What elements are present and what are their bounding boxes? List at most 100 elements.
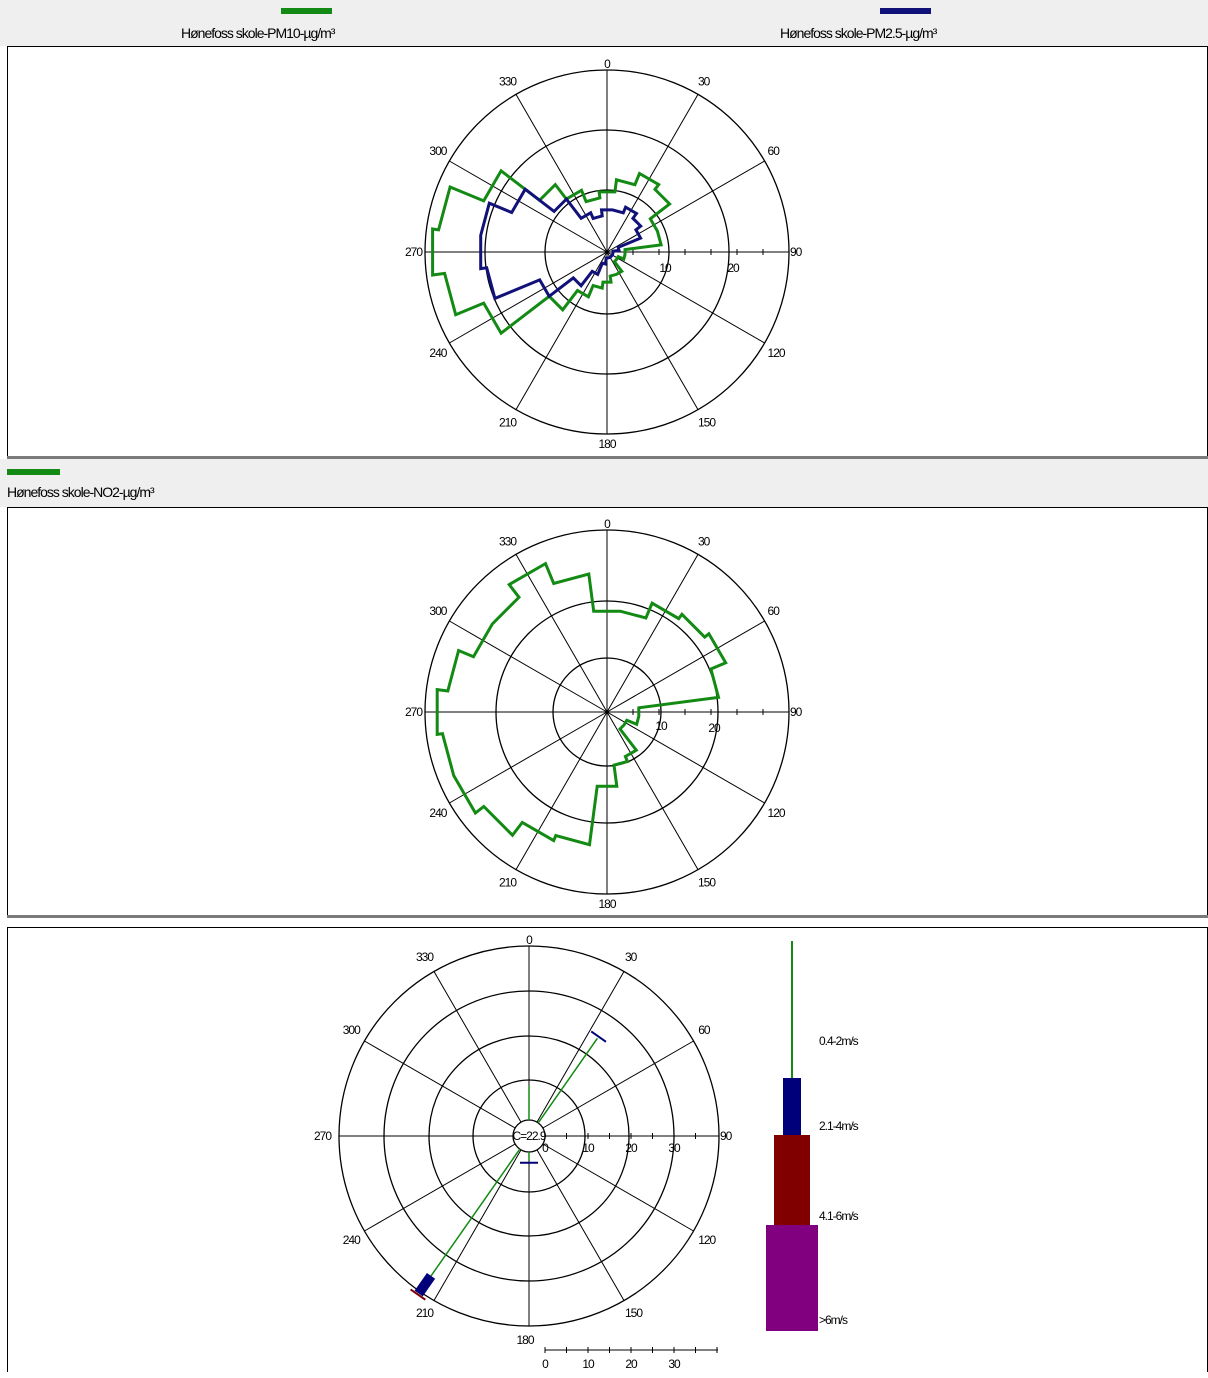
angle-tick-label: 330: [499, 74, 517, 88]
angle-tick-label: 0: [604, 57, 611, 71]
spoke-line: [606, 554, 699, 713]
radial-tick-label: 20: [708, 721, 721, 735]
wind-rose-panel: 0 30 60 90 120 150 180 210 240 270 300 330 0 10 20 30 C=…: [7, 927, 1208, 1372]
legend-swatch-no2: [7, 469, 60, 475]
spoke-line: [542, 1143, 694, 1232]
angle-tick-label: 90: [720, 1129, 733, 1143]
spoke-line: [433, 1149, 522, 1301]
polar-chart-panel-no2: 0 30 60 90 120 150 180 210 240 270 300 330 10 20: [7, 507, 1208, 916]
angle-tick-label: 150: [698, 876, 716, 890]
angle-tick-label: 150: [698, 416, 716, 430]
legend-label-pm10: Hønefoss skole-PM10-µg/m³: [181, 25, 335, 41]
angle-tick-label: 60: [768, 604, 781, 618]
angle-tick-label: 30: [625, 950, 638, 964]
radial-tick-label: 30: [668, 1141, 681, 1155]
polar-chart-pm: 0 30 60 90 120 150 180 210 240 270 300 330 10 20: [405, 57, 804, 451]
angle-tick-label: 30: [698, 74, 711, 88]
legend-label-no2: Hønefoss skole-NO2-µg/m³: [7, 484, 155, 500]
polar-chart-panel-pm: 0 30 60 90 120 150 180 210 240 270 300 330 10 20: [7, 46, 1208, 457]
spoke-line: [606, 711, 699, 870]
speed-legend-swatch: [791, 941, 793, 1078]
angle-tick-label: 90: [790, 705, 803, 719]
scale-bar-label: 30: [668, 1357, 681, 1371]
angle-tick-label: 240: [429, 346, 447, 360]
angle-tick-label: 330: [499, 534, 517, 548]
wind-segment: [590, 1030, 607, 1043]
angle-tick-label: 270: [405, 245, 423, 259]
legend-swatch-pm25: [880, 8, 931, 14]
speed-legend-label: 4.1-6m/s: [819, 1209, 859, 1223]
scale-bar-label: 0: [542, 1357, 549, 1371]
angle-tick-label: 180: [598, 437, 616, 451]
spoke-line: [515, 94, 608, 253]
radial-tick-label: 10: [655, 719, 668, 733]
legend-label-pm25: Hønefoss skole-PM2.5-µg/m³: [780, 25, 937, 41]
angle-tick-label: 30: [698, 534, 711, 548]
spoke-line: [449, 160, 608, 253]
speed-legend-swatch: [774, 1135, 810, 1225]
angle-tick-label: 60: [768, 144, 781, 158]
angle-tick-label: 300: [429, 604, 447, 618]
spoke-line: [536, 1149, 625, 1301]
radial-tick-label: 10: [582, 1141, 595, 1155]
angle-tick-label: 150: [625, 1306, 643, 1320]
angle-tick-label: 0: [604, 517, 611, 531]
angle-tick-label: 120: [768, 346, 786, 360]
spoke-line: [449, 711, 608, 804]
angle-tick-label: 0: [526, 933, 533, 947]
spoke-line: [364, 1040, 516, 1129]
spoke-line: [606, 160, 765, 253]
spoke-line: [606, 251, 765, 344]
speed-legend-label: 0.4-2m/s: [819, 1034, 859, 1048]
wind-segment: [537, 1037, 598, 1124]
rose-series-h-nefoss-skole-no2-g-m-: [435, 561, 728, 847]
angle-tick-label: 180: [598, 897, 616, 911]
spoke-line: [606, 251, 699, 410]
spoke-line: [515, 554, 608, 713]
wind-segment: [414, 1273, 436, 1297]
angle-tick-label: 240: [343, 1233, 361, 1247]
polar-chart-no2: 0 30 60 90 120 150 180 210 240 270 300 330 10 20: [405, 517, 804, 911]
radial-tick-label: 20: [727, 261, 740, 275]
spoke-line: [542, 1040, 694, 1129]
angle-tick-label: 120: [768, 806, 786, 820]
angle-tick-label: 270: [314, 1129, 332, 1143]
angle-tick-label: 210: [499, 416, 517, 430]
angle-tick-label: 210: [499, 876, 517, 890]
calm-label: C=22.9: [512, 1129, 546, 1143]
spoke-line: [515, 251, 608, 410]
wind-segment: [430, 1148, 521, 1277]
angle-tick-label: 90: [790, 245, 803, 259]
angle-tick-label: 120: [698, 1233, 716, 1247]
spoke-line: [606, 620, 765, 713]
speed-legend-swatch: [766, 1225, 818, 1331]
spoke-line: [449, 620, 608, 713]
speed-legend-swatch: [783, 1078, 801, 1135]
radial-tick-label: 0: [542, 1141, 549, 1155]
spoke-line: [536, 971, 625, 1123]
panel-divider: [7, 915, 1208, 918]
angle-tick-label: 300: [343, 1023, 361, 1037]
angle-tick-label: 210: [416, 1306, 434, 1320]
spoke-line: [606, 711, 765, 804]
spoke-line: [515, 711, 608, 870]
angle-tick-label: 270: [405, 705, 423, 719]
spoke-line: [606, 94, 699, 253]
rose-series-h-nefoss-skole-pm10-g-m-: [431, 168, 672, 336]
legend-top: [0, 0, 1208, 46]
spoke-line: [364, 1143, 516, 1232]
speed-legend-label: >6m/s: [819, 1313, 848, 1327]
speed-legend-label: 2.1-4m/s: [819, 1119, 859, 1133]
spoke-line: [433, 971, 522, 1123]
legend-mid: [0, 459, 1208, 507]
angle-tick-label: 180: [516, 1333, 534, 1347]
rose-series-h-nefoss-skole-pm2-5-g-m-: [479, 186, 643, 301]
scale-bar-label: 20: [625, 1357, 638, 1371]
angle-tick-label: 330: [416, 950, 434, 964]
radial-tick-label: 20: [625, 1141, 638, 1155]
wind-segment: [410, 1288, 426, 1301]
radial-tick-label: 10: [659, 261, 672, 275]
legend-swatch-pm10: [281, 8, 332, 14]
panel-divider: [7, 456, 1208, 459]
